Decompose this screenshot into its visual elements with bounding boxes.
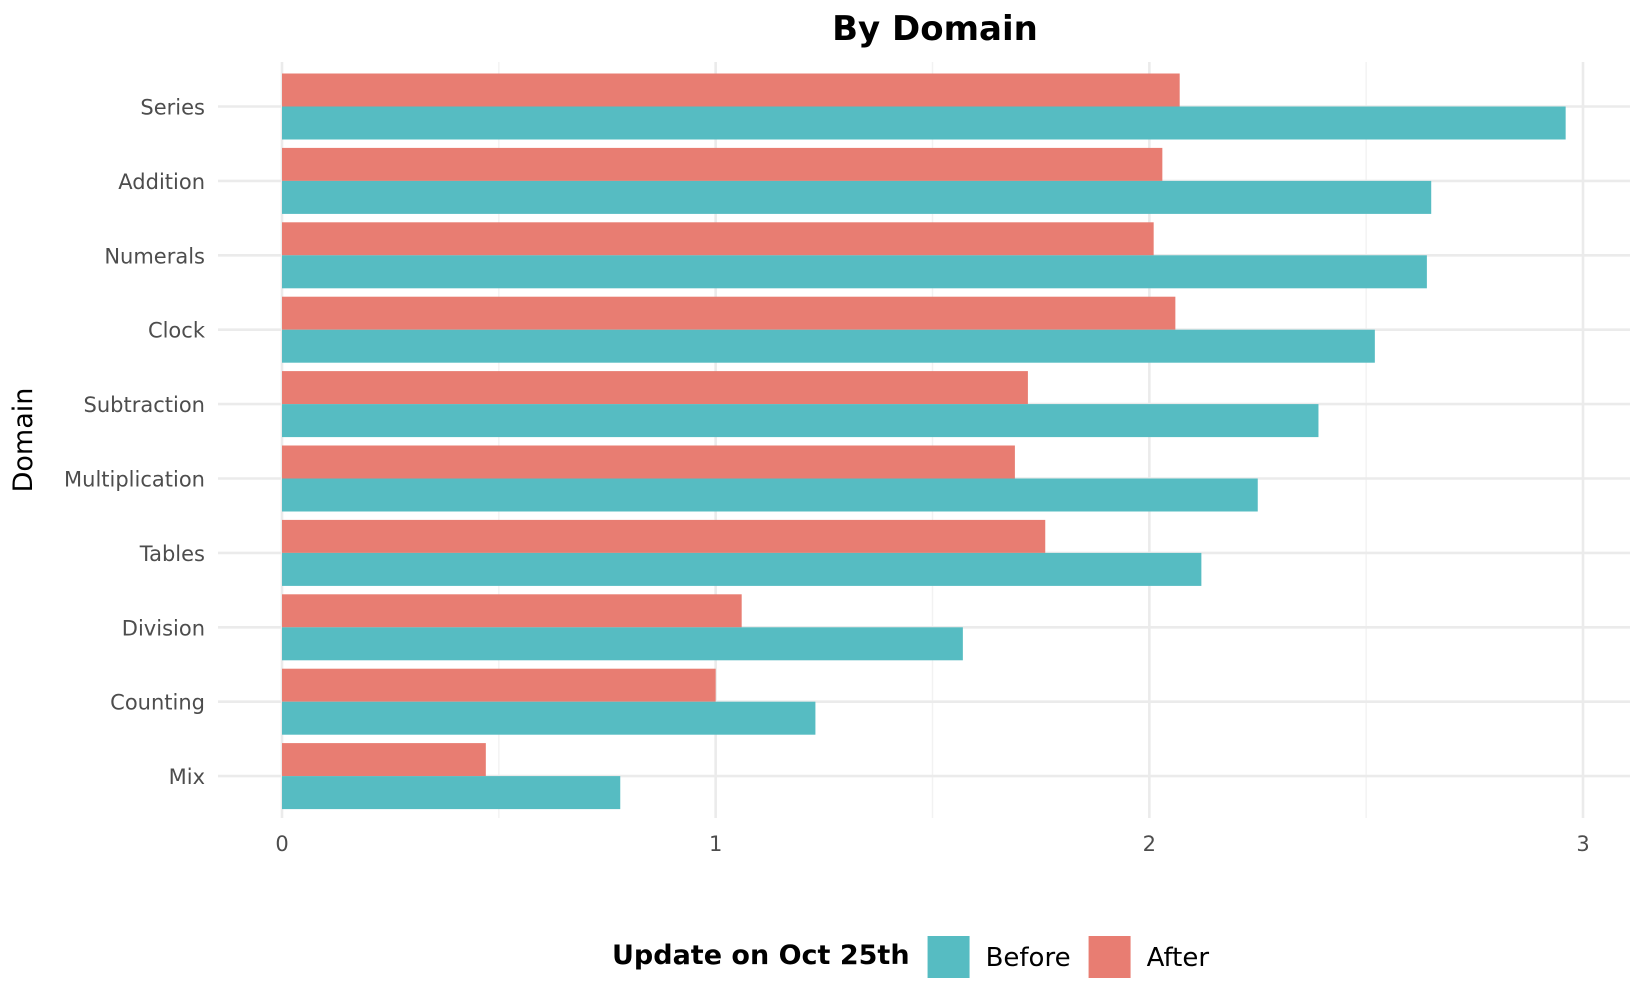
bar-after-tables	[282, 519, 1046, 553]
y-tick-label: Series	[140, 96, 205, 120]
bar-after-subtraction	[282, 371, 1028, 405]
bar-after-series	[282, 73, 1180, 107]
y-tick-label: Clock	[148, 319, 206, 343]
x-tick-label: 2	[1143, 832, 1156, 856]
bar-after-clock	[282, 296, 1176, 330]
y-tick-label: Division	[122, 616, 205, 640]
bar-after-numerals	[282, 222, 1154, 256]
bar-before-numerals	[282, 255, 1427, 289]
bar-before-subtraction	[282, 404, 1319, 438]
bars	[282, 73, 1566, 810]
bar-before-tables	[282, 552, 1202, 586]
legend-key-after	[1088, 936, 1131, 978]
y-tick-label: Multiplication	[64, 468, 205, 492]
bar-before-multiplication	[282, 478, 1258, 512]
y-tick-label: Numerals	[104, 244, 205, 268]
chart-title: By Domain	[832, 9, 1038, 49]
bar-after-counting	[282, 668, 716, 702]
bar-before-counting	[282, 701, 816, 735]
legend-label-before: Before	[986, 943, 1071, 973]
x-tick-label: 1	[709, 832, 722, 856]
legend-title: Update on Oct 25th	[612, 940, 910, 971]
bar-before-mix	[282, 776, 621, 810]
y-tick-labels: Series Addition Numerals Clock Subtraction Mu…	[64, 96, 206, 790]
bar-before-clock	[282, 329, 1375, 363]
y-tick-label: Subtraction	[84, 393, 205, 417]
x-tick-label: 3	[1576, 832, 1589, 856]
legend-key-before	[927, 936, 970, 978]
y-tick-label: Mix	[169, 765, 205, 789]
bar-before-series	[282, 106, 1566, 140]
x-tick-label: 0	[275, 832, 288, 856]
x-tick-labels: 0 1 2 3	[275, 832, 1589, 856]
bar-after-mix	[282, 743, 486, 777]
y-tick-label: Counting	[110, 691, 205, 715]
bar-after-addition	[282, 147, 1163, 181]
bar-before-division	[282, 627, 963, 661]
y-tick-label: Tables	[139, 542, 205, 566]
legend: Update on Oct 25th Before After	[612, 936, 1209, 978]
bar-before-addition	[282, 180, 1432, 214]
legend-label-after: After	[1147, 943, 1210, 973]
y-axis-title: Domain	[8, 388, 39, 493]
bar-after-division	[282, 594, 742, 628]
bar-after-multiplication	[282, 445, 1015, 479]
y-tick-label: Addition	[118, 170, 205, 194]
